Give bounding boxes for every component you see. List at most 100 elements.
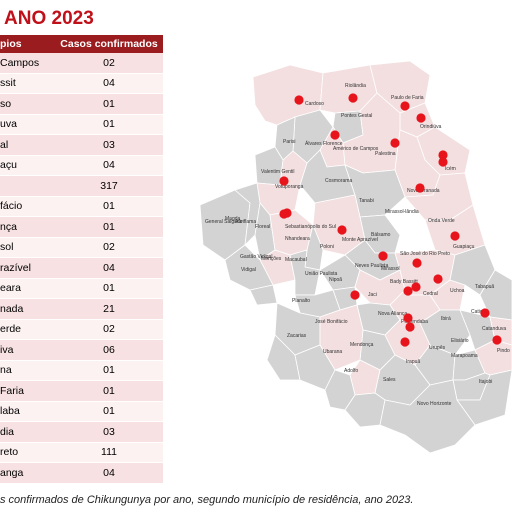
table-row: erde 02 [0,319,163,340]
table-row: dia 03 [0,422,163,443]
table-row: nada 21 [0,299,163,320]
map-label-paulo-de-faria: Paulo de Faria [391,95,424,101]
cases-cell: 06 [103,343,115,356]
map-label-votuporanga: Votuporanga [275,184,304,190]
case-marker [403,313,413,323]
case-marker [279,176,289,186]
muni-zacarias [266,334,301,381]
map-label-tabapua: Tabapuã [475,284,494,290]
map-label-vidigal: Vidigal [241,267,256,273]
map-label-bady-bassitt: Bady Bassitt [390,279,418,285]
map-label-guapiacu: Guapiaçu [453,244,475,250]
case-marker [348,93,358,103]
cases-cell: 01 [103,384,115,397]
map-label-mirassolandia: Mirassol-lândia [385,209,419,215]
map-label-potirendaba: Potirendaba [401,319,428,325]
map-label-palestina: Palestina [375,151,396,157]
table-row: so 01 [0,94,163,115]
map-label-poloni: Poloni [320,244,334,250]
map-label-neves-paulista: Neves Paulista [355,263,389,269]
map-label-mendonca: Mendonça [350,342,374,348]
municipality-cell: eara [0,282,22,295]
case-marker [480,308,490,318]
table-row: 317 [0,176,163,197]
page-title: ANO 2023 [4,8,94,29]
map-label-riolandia: Riolândia [345,83,366,89]
map-label-onda-verde: Onda Verde [428,218,455,224]
map-label-catigua: Catiguá [471,309,488,315]
map-label-adolfo: Adolfo [344,368,358,374]
map-label-jaci: Jaci [368,292,377,298]
table-row: ssit 04 [0,73,163,94]
map-label-ubarana: Ubarana [323,349,342,355]
map-label-sebastianopolis: Sebastianópolis do Sul [285,224,336,230]
table-row: razível 04 [0,258,163,279]
table-row: açu 04 [0,155,163,176]
municipality-cell: uva [0,118,17,131]
map-label-irapua: Irapuã [406,359,420,365]
map-label-paris: Parisi [283,139,296,145]
map-label-marapoama: Marapoama [451,353,478,359]
map-label-general-salgado: General Salgado [205,219,243,225]
header-municipality: pios [0,38,22,50]
case-marker [412,258,422,268]
cases-cell: 01 [103,405,115,418]
map-label-bálsamo: Bálsamo [371,232,391,238]
map-label-urupes: Urupês [429,345,446,351]
table-row: al 03 [0,135,163,156]
cases-cell: 01 [103,118,115,131]
municipality-cell: açu [0,159,17,172]
case-marker [350,290,360,300]
table-row: anga 04 [0,463,163,484]
map-label-monte-aprazivel: Monte Aprazível [342,237,378,243]
municipality-cell: na [0,364,12,377]
cases-cell: 03 [103,425,115,438]
table-row: Campos 02 [0,53,163,74]
map-label-itajobi: Itajobi [479,379,492,385]
table-header: pios Casos confirmados [0,35,163,53]
table-row: laba 01 [0,401,163,422]
cases-table: pios Casos confirmados Campos 02 ssit 04 so 0… [0,35,163,484]
map-label-gastao-vidigal: Gastão Vidigal [240,254,272,260]
map-label-novo-horizonte: Novo Horizonte [417,401,452,407]
table-row: Faria 01 [0,381,163,402]
table-row: eara 01 [0,278,163,299]
map-label-elisiario: Elisiário [451,338,469,344]
table-row: sol 02 [0,237,163,258]
map-label-floreal: Floreal [255,224,270,230]
map-label-mirassol: Mirassol [381,266,400,272]
cases-cell: 04 [103,466,115,479]
case-marker [405,322,415,332]
cases-cell: 04 [103,77,115,90]
cases-cell: 04 [103,159,115,172]
figure-caption: s confirmados de Chikungunya por ano, se… [0,494,414,506]
map-label-alvares-florence: Álvares Florence [305,140,343,147]
map-label-cosmorama: Cosmorama [325,178,352,184]
municipality-cell: anga [0,466,24,479]
map-label-pontes-gestal: Pontes Gestal [341,113,372,119]
cases-cell: 02 [103,56,115,69]
municipality-cell: laba [0,405,20,418]
map-label-magda: Magda [225,216,241,222]
case-marker [279,209,289,219]
municipality-cell: sol [0,241,14,254]
map-label-nipoa: Nipoã [329,277,342,283]
case-marker [492,335,502,345]
map-label-nova-alianca: Nova Aliança [378,311,407,317]
cases-cell: 317 [100,179,118,192]
map-label-ibira: Ibirá [441,316,451,322]
cases-cell: 02 [103,323,115,336]
municipality-cell: al [0,138,9,151]
case-marker [403,286,413,296]
table-row: iva 06 [0,340,163,361]
map-label-nhandeara: Nhandeara [285,236,310,242]
map-label-pindorama: Pindo [497,348,510,354]
map-label-valentim-gentil: Valentim Gentil [261,169,295,175]
map-label-cardoso: Cardoso [305,101,324,107]
map-label-sao-jose: São José do Rio Preto [400,251,450,257]
municipality-cell: iva [0,343,14,356]
case-marker [438,150,448,160]
header-cases: Casos confirmados [60,38,158,50]
municipality-cell: erde [0,323,22,336]
case-marker [400,101,410,111]
